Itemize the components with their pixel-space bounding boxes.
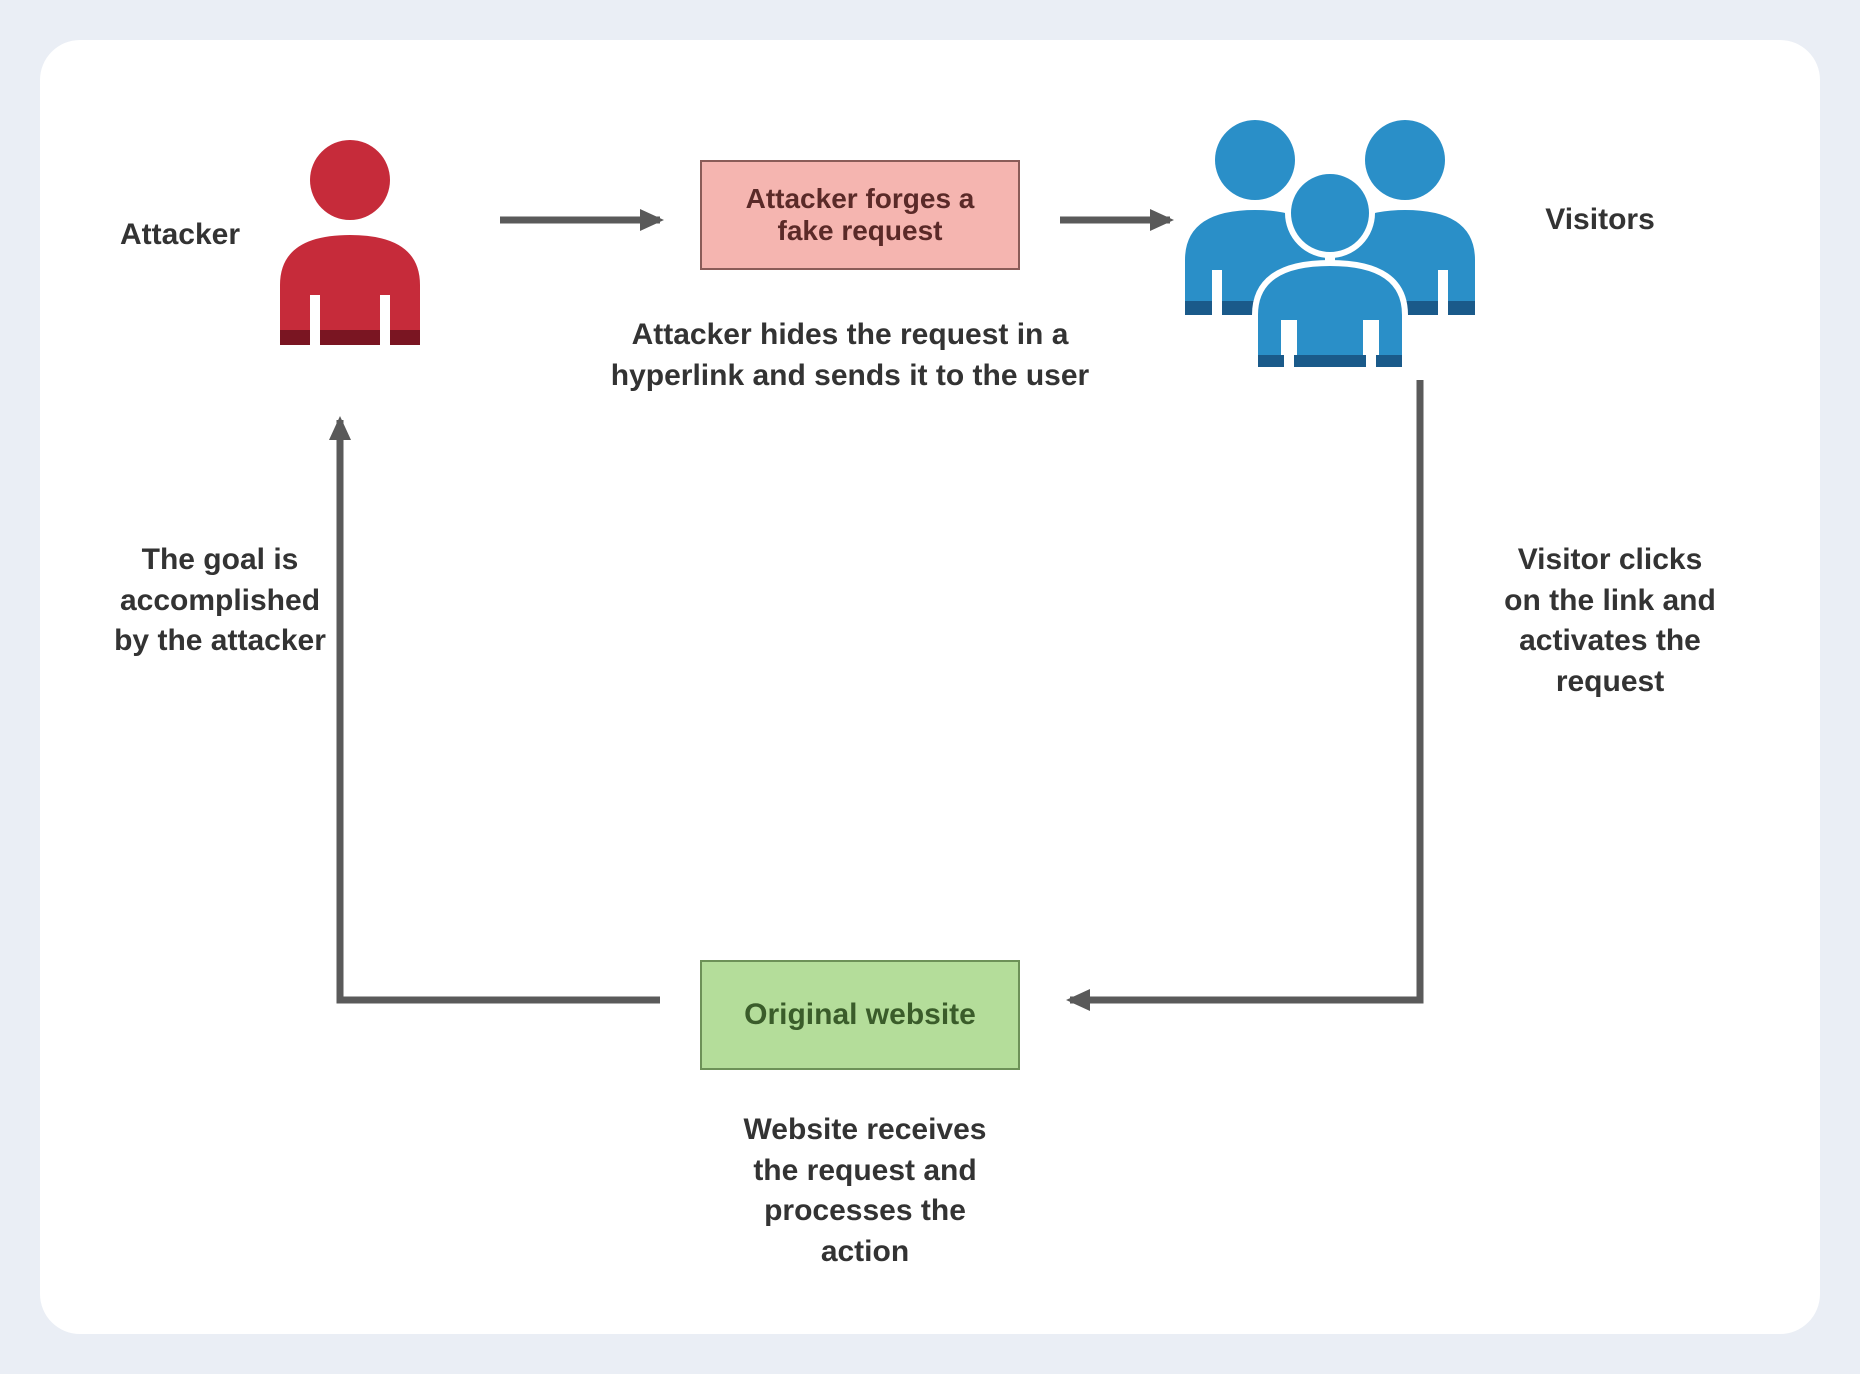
arrows-layer (40, 40, 1820, 1334)
diagram-panel: Attacker Attacker forges a fake request (40, 40, 1820, 1334)
